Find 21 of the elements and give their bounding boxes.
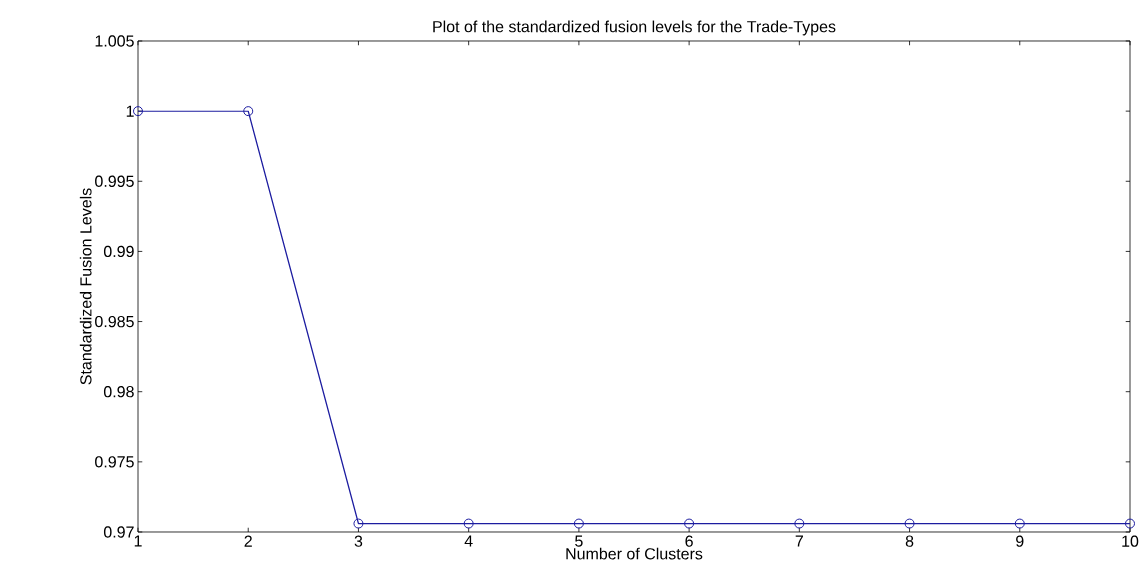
chart-title: Plot of the standardized fusion levels for the Trade-Types xyxy=(433,20,836,36)
x-tick-label: 10 xyxy=(1122,535,1139,547)
y-tick-label: 0.97 xyxy=(103,526,134,538)
y-tick-label: 1 xyxy=(126,105,134,117)
y-tick-label: 0.99 xyxy=(103,245,134,258)
x-tick-label: 7 xyxy=(795,535,803,547)
x-tick-label: 5 xyxy=(575,535,583,547)
y-tick-label: 0.985 xyxy=(95,315,134,328)
y-tick-label: 1.005 xyxy=(95,35,134,47)
x-tick-label: 2 xyxy=(244,535,252,547)
x-tick-label: 1 xyxy=(134,535,142,547)
x-tick-label: 4 xyxy=(464,535,473,547)
y-axis-title: Standardized Fusion Levels xyxy=(79,188,92,385)
x-tick-label: 8 xyxy=(905,535,914,547)
x-tick-label: 3 xyxy=(354,535,363,547)
y-tick-label: 0.98 xyxy=(103,386,134,398)
x-tick-label: 9 xyxy=(1016,535,1024,547)
y-tick-label: 0.995 xyxy=(95,175,134,187)
x-axis-title: Number of Clusters xyxy=(566,547,703,560)
y-tick-label: 0.975 xyxy=(95,456,134,468)
x-tick-label: 6 xyxy=(685,535,693,547)
